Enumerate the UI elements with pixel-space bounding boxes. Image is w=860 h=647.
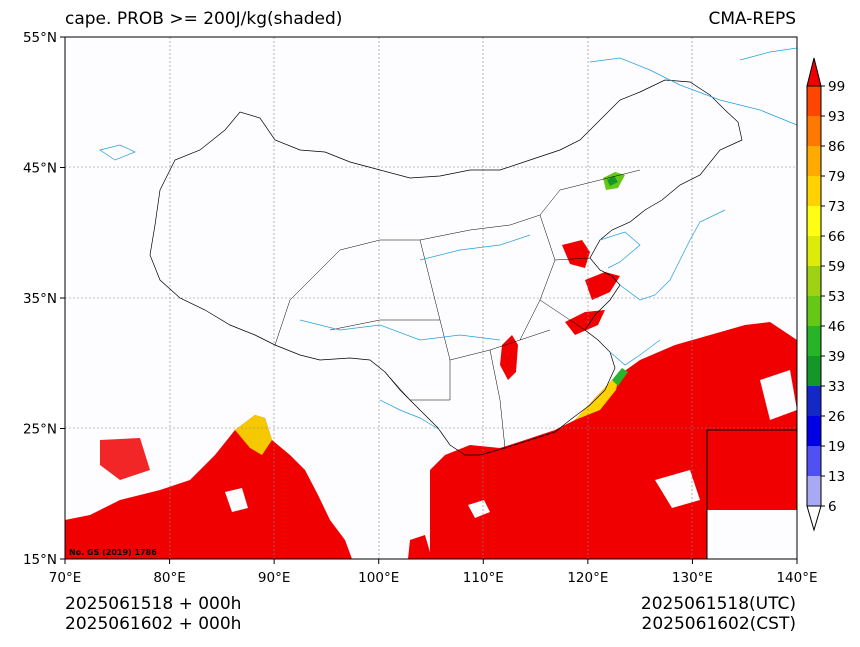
gap-sri-lanka-area bbox=[225, 488, 248, 512]
gap-east-sea bbox=[655, 470, 700, 508]
colorbar-segment bbox=[807, 296, 821, 326]
valid-time-info: 2025061518(UTC) 2025061602(CST) bbox=[641, 594, 796, 634]
colorbar-segment bbox=[807, 176, 821, 206]
colorbar-tick-label: 46 bbox=[828, 319, 845, 335]
colorbar-tick-label: 6 bbox=[828, 499, 837, 515]
x-tick-label: 140°E bbox=[776, 570, 817, 586]
colorbar-tick-label: 33 bbox=[828, 379, 845, 395]
colorbar-tick-label: 53 bbox=[828, 289, 845, 305]
forecast-run-info: 2025061518 + 000h 2025061602 + 000h bbox=[65, 594, 241, 634]
shade-patch-shandong bbox=[585, 272, 620, 300]
gridlines bbox=[65, 37, 797, 559]
colorbar-segment bbox=[807, 416, 821, 446]
colorbar-tick-label: 26 bbox=[828, 409, 845, 425]
x-tick-label: 100°E bbox=[358, 570, 399, 586]
shade-patch-sichuan bbox=[500, 335, 518, 380]
colorbar-tick-label: 79 bbox=[828, 169, 845, 185]
model-label: CMA-REPS bbox=[708, 9, 796, 29]
shade-south-china-sea bbox=[430, 322, 797, 559]
shade-south-asia bbox=[65, 415, 352, 559]
run-time-utc: 2025061518 + 000h bbox=[65, 594, 242, 614]
colorbar-segment bbox=[807, 386, 821, 416]
colorbar-extend-high bbox=[806, 57, 822, 87]
shade-patch-west bbox=[100, 438, 150, 480]
y-axis-ticks: 55°N 45°N 35°N 25°N 15°N bbox=[23, 30, 65, 568]
x-tick-label: 80°E bbox=[153, 570, 185, 586]
gap-japan-sea bbox=[760, 370, 797, 420]
y-tick-label: 15°N bbox=[23, 552, 57, 568]
colorbar-tick-label: 59 bbox=[828, 259, 845, 275]
y-tick-label: 25°N bbox=[23, 422, 57, 438]
shade-patch-north-inner bbox=[607, 176, 618, 186]
colorbar: 6 13 19 26 33 39 46 53 59 66 73 79 86 93 99 bbox=[806, 57, 845, 532]
gap-hainan bbox=[468, 500, 490, 518]
map-panel bbox=[64, 36, 798, 560]
colorbar-extend-low bbox=[806, 505, 822, 532]
colorbar-tick-label: 86 bbox=[828, 139, 845, 155]
shade-coast-green bbox=[612, 368, 628, 386]
run-time-cst: 2025061602 + 000h bbox=[65, 614, 242, 634]
colorbar-segment bbox=[807, 116, 821, 146]
shade-patch-myanmar bbox=[408, 535, 432, 559]
colorbar-segment bbox=[807, 206, 821, 236]
map-approval-number: No. GS (2019) 1786 bbox=[69, 548, 157, 557]
colorbar-segment bbox=[807, 326, 821, 356]
coastlines-rivers bbox=[99, 47, 798, 431]
valid-time-utc: 2025061518(UTC) bbox=[640, 594, 796, 614]
colorbar-tick-label: 66 bbox=[828, 229, 845, 245]
y-tick-label: 55°N bbox=[23, 30, 57, 46]
valid-time-cst: 2025061602(CST) bbox=[641, 614, 796, 634]
colorbar-tick-label: 19 bbox=[828, 439, 845, 455]
colorbar-segment bbox=[807, 446, 821, 476]
x-axis-ticks: 70°E 80°E 90°E 100°E 110°E 120°E 130°E 140°E bbox=[49, 559, 818, 586]
colorbar-segment bbox=[807, 356, 821, 386]
colorbar-tick-label: 39 bbox=[828, 349, 845, 365]
colorbar-segment bbox=[807, 476, 821, 506]
colorbar-tick-label: 99 bbox=[828, 79, 845, 95]
x-tick-label: 120°E bbox=[567, 570, 608, 586]
colorbar-segment bbox=[807, 236, 821, 266]
x-tick-label: 70°E bbox=[49, 570, 81, 586]
province-borders bbox=[274, 169, 641, 449]
colorbar-tick-label: 13 bbox=[828, 469, 845, 485]
colorbar-tick-label: 73 bbox=[828, 199, 845, 215]
shade-bay-edge bbox=[235, 415, 272, 455]
x-tick-label: 90°E bbox=[258, 570, 290, 586]
y-tick-label: 45°N bbox=[23, 161, 57, 177]
y-tick-label: 35°N bbox=[23, 291, 57, 307]
chart-title: cape. PROB >= 200J/kg(shaded) bbox=[65, 9, 343, 29]
colorbar-segment bbox=[807, 266, 821, 296]
shade-patch-shandong-north bbox=[562, 240, 590, 268]
shade-inset bbox=[707, 430, 797, 510]
colorbar-segment bbox=[807, 146, 821, 176]
x-tick-label: 110°E bbox=[463, 570, 504, 586]
shade-patch-jiangsu bbox=[565, 310, 605, 335]
x-tick-label: 130°E bbox=[672, 570, 713, 586]
colorbar-tick-label: 93 bbox=[828, 109, 845, 125]
colorbar-segment bbox=[807, 86, 821, 116]
